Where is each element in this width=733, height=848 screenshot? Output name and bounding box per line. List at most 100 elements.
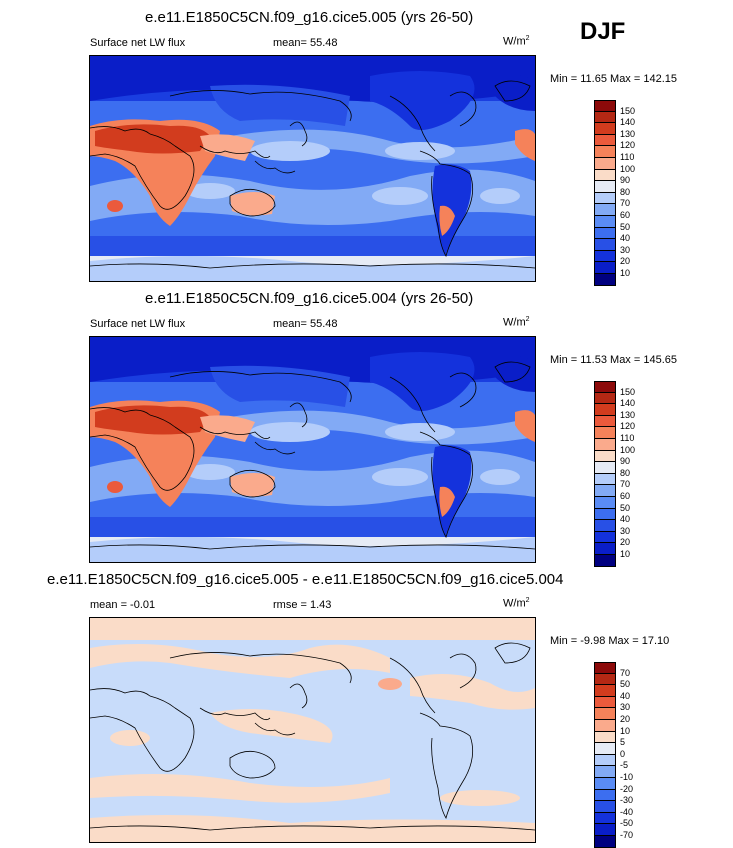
panel-2-units-text: W/m bbox=[503, 316, 526, 329]
colorbar-swatch bbox=[594, 754, 616, 767]
colorbar-swatch bbox=[594, 427, 616, 439]
colorbar-swatch bbox=[594, 146, 616, 158]
colorbar-tick-label: 90 bbox=[620, 456, 631, 467]
panel-2-variable-label: Surface net LW flux bbox=[90, 318, 186, 330]
colorbar-tick-label: 80 bbox=[620, 467, 631, 478]
colorbar-tick-label: 140 bbox=[620, 398, 636, 409]
colorbar-swatch bbox=[594, 439, 616, 451]
colorbar-tick-label: 90 bbox=[620, 175, 631, 186]
colorbar-tick-label: 110 bbox=[620, 433, 635, 443]
panel-3-map-svg bbox=[90, 618, 535, 842]
panel-1-mean-label: mean= 55.48 bbox=[273, 37, 338, 49]
panel-1-units-sup: 2 bbox=[525, 35, 530, 42]
colorbar-tick-label: 40 bbox=[620, 233, 631, 244]
panel-2-mean-label: mean= 55.48 bbox=[273, 318, 338, 330]
panel-1-units: W/m2 bbox=[503, 35, 530, 48]
colorbar-swatch bbox=[594, 673, 616, 686]
colorbar-swatch bbox=[594, 227, 616, 240]
colorbar-tick-label: 40 bbox=[620, 514, 631, 525]
colorbar-swatch bbox=[594, 462, 616, 474]
colorbar-tick-label: 60 bbox=[620, 210, 631, 220]
colorbar-swatch bbox=[594, 181, 616, 193]
panel-3-units-text: W/m bbox=[503, 597, 526, 610]
colorbar-swatch bbox=[594, 743, 616, 755]
panel-2-map-svg bbox=[90, 337, 535, 562]
colorbar-tick-label: 70 bbox=[620, 479, 631, 490]
colorbar-swatch bbox=[594, 485, 616, 497]
panel-1-map bbox=[89, 55, 536, 282]
colorbar-swatch bbox=[594, 239, 616, 251]
colorbar-tick-label: 30 bbox=[620, 525, 631, 536]
colorbar-tick-label: 10 bbox=[620, 268, 631, 278]
panel-1-minmax: Min = 11.65 Max = 142.15 bbox=[550, 73, 677, 85]
colorbar-tick-label: 120 bbox=[620, 421, 636, 432]
colorbar-swatch bbox=[594, 123, 616, 135]
colorbar-tick-label: 50 bbox=[620, 502, 631, 513]
colorbar-swatch bbox=[594, 473, 616, 486]
panel-1-variable-label: Surface net LW flux bbox=[90, 37, 186, 49]
colorbar-tick-label: -40 bbox=[620, 806, 634, 817]
panel-2-units: W/m2 bbox=[503, 316, 530, 329]
colorbar-tick-label: 100 bbox=[620, 163, 636, 174]
colorbar-tick-label: 50 bbox=[620, 679, 631, 690]
panel-3-units-sup: 2 bbox=[525, 597, 530, 604]
colorbar-swatch bbox=[594, 508, 616, 521]
colorbar-swatch bbox=[594, 731, 616, 744]
panel-1-title: e.e11.E1850C5CN.f09_g16.cice5.005 (yrs 2… bbox=[145, 9, 474, 26]
colorbar-swatch bbox=[594, 766, 616, 778]
colorbar-tick-label: 10 bbox=[620, 549, 631, 559]
colorbar-swatch bbox=[594, 250, 616, 263]
colorbar-tick-label: 100 bbox=[620, 444, 636, 455]
colorbar-swatch bbox=[594, 134, 616, 147]
colorbar-tick-label: 80 bbox=[620, 186, 631, 197]
colorbar-swatch bbox=[594, 169, 616, 182]
panel-2-map bbox=[89, 336, 536, 563]
panel-3-units: W/m2 bbox=[503, 597, 530, 610]
colorbar-tick-label: -10 bbox=[620, 772, 634, 782]
colorbar-tick-label: -50 bbox=[620, 818, 634, 829]
colorbar-swatch bbox=[594, 543, 616, 555]
colorbar-tick-label: 10 bbox=[620, 725, 631, 736]
panel-3-rmse-label: rmse = 1.43 bbox=[273, 599, 332, 611]
panel-2-units-sup: 2 bbox=[525, 316, 530, 323]
colorbar-swatch bbox=[594, 274, 616, 286]
colorbar-swatch bbox=[594, 262, 616, 274]
colorbar-tick-label: 150 bbox=[620, 386, 636, 397]
colorbar-swatch bbox=[594, 789, 616, 802]
colorbar-swatch bbox=[594, 415, 616, 428]
panel-2-minmax: Min = 11.53 Max = 145.65 bbox=[550, 354, 677, 366]
colorbar-swatch bbox=[594, 381, 616, 393]
colorbar-swatch bbox=[594, 812, 616, 825]
colorbar-swatch bbox=[594, 708, 616, 720]
colorbar-tick-label: -5 bbox=[620, 760, 629, 771]
colorbar-swatch bbox=[594, 404, 616, 416]
colorbar-tick-label: -30 bbox=[620, 795, 634, 806]
colorbar-swatch bbox=[594, 100, 616, 112]
colorbar-swatch bbox=[594, 531, 616, 544]
colorbar-tick-label: 140 bbox=[620, 117, 636, 128]
panel-3-title: e.e11.E1850C5CN.f09_g16.cice5.005 - e.e1… bbox=[47, 571, 564, 588]
colorbar-swatch bbox=[594, 520, 616, 532]
colorbar-tick-label: 60 bbox=[620, 491, 631, 501]
colorbar-tick-label: 30 bbox=[620, 702, 631, 713]
colorbar-swatch bbox=[594, 158, 616, 170]
colorbar-tick-label: -20 bbox=[620, 783, 634, 794]
colorbar-tick-label: 130 bbox=[620, 409, 636, 420]
colorbar-swatch bbox=[594, 555, 616, 567]
panel-3-mean-label: mean = -0.01 bbox=[90, 599, 156, 611]
colorbar-tick-label: 150 bbox=[620, 105, 636, 116]
colorbar-swatch bbox=[594, 662, 616, 674]
panel-1-map-svg bbox=[90, 56, 535, 281]
colorbar-swatch bbox=[594, 450, 616, 463]
colorbar-tick-label: -70 bbox=[620, 830, 634, 840]
colorbar-tick-label: 70 bbox=[620, 667, 631, 678]
colorbar-swatch bbox=[594, 216, 616, 228]
colorbar-tick-label: 20 bbox=[620, 537, 631, 548]
panel-3-map bbox=[89, 617, 536, 843]
colorbar-swatch bbox=[594, 720, 616, 732]
colorbar-swatch bbox=[594, 824, 616, 836]
colorbar-tick-label: 20 bbox=[620, 256, 631, 267]
colorbar-tick-label: 30 bbox=[620, 244, 631, 255]
panel-2-title: e.e11.E1850C5CN.f09_g16.cice5.004 (yrs 2… bbox=[145, 290, 474, 307]
colorbar-swatch bbox=[594, 111, 616, 124]
